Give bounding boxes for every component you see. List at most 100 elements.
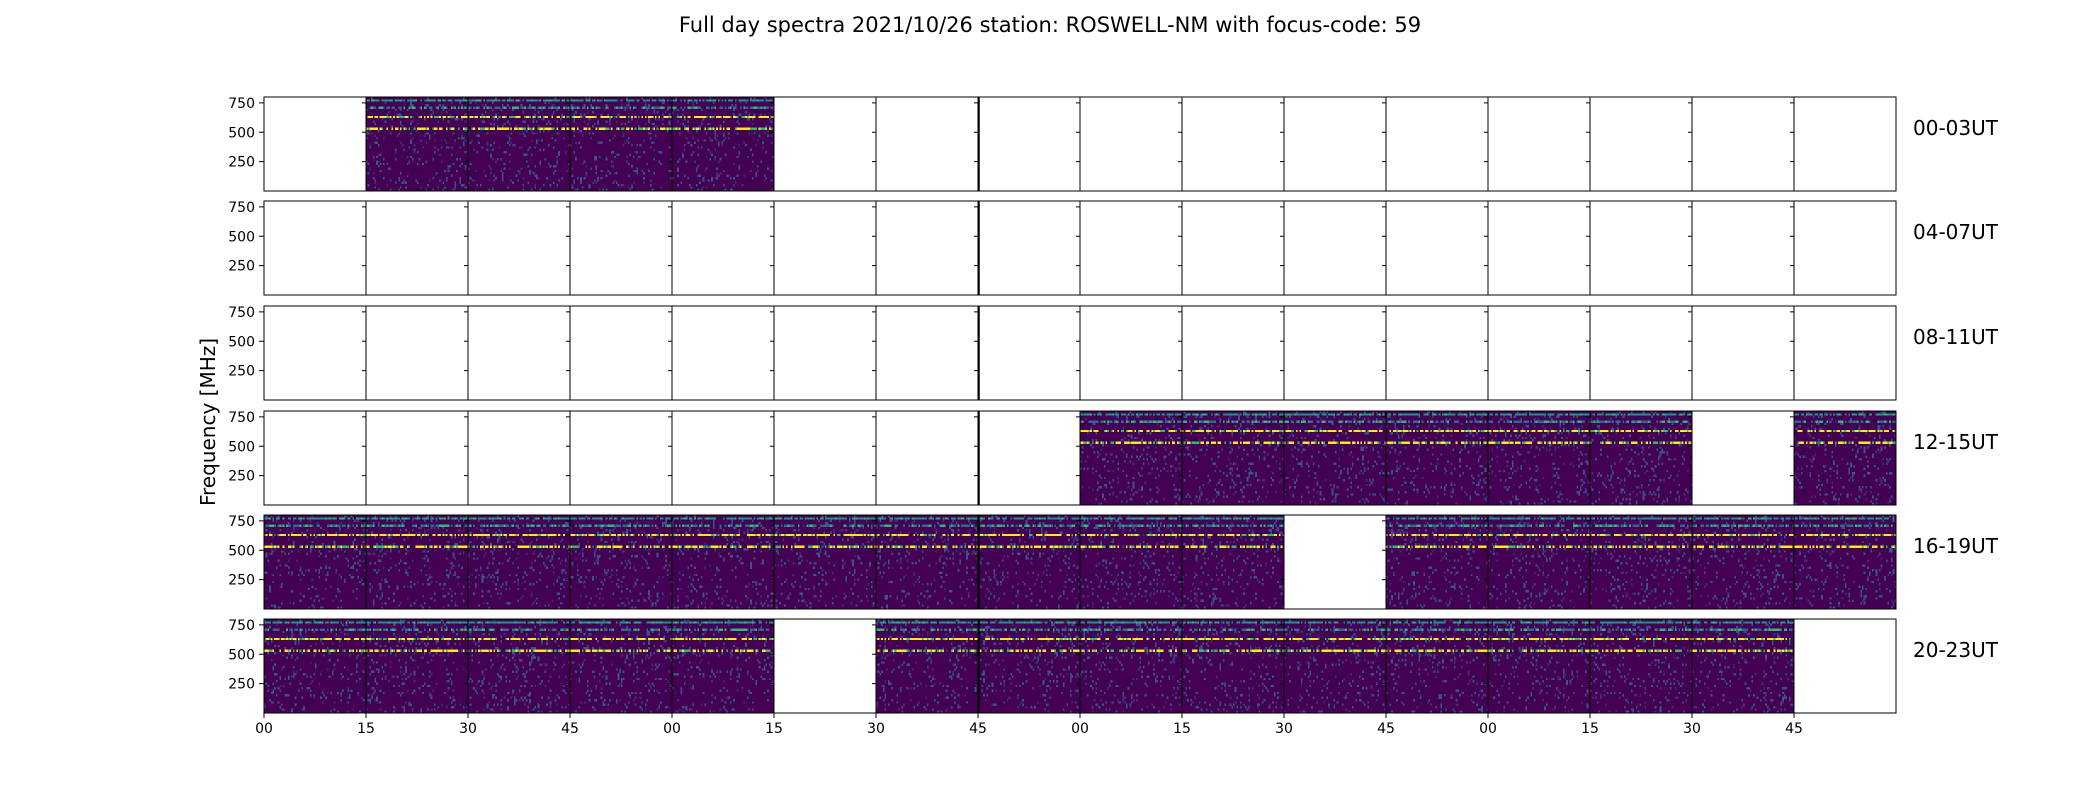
spectrogram-cell [366, 619, 468, 713]
y-tick-label: 500 [228, 543, 255, 559]
empty-cell [978, 97, 1080, 191]
y-tick-label: 500 [228, 229, 255, 245]
empty-cell [774, 201, 876, 295]
row-time-label: 04-07UT [1913, 220, 1999, 244]
x-tick-label: 45 [1785, 721, 1803, 737]
spectrogram-cell [468, 97, 570, 191]
empty-cell [264, 306, 366, 400]
empty-cell [672, 201, 774, 295]
empty-cell [978, 201, 1080, 295]
empty-cell [366, 306, 468, 400]
spectra-row: 250 500 750 12-15UT [228, 410, 1999, 506]
x-tick-label: 30 [1683, 721, 1701, 737]
spectrogram-cell [1182, 619, 1284, 713]
empty-cell [1182, 97, 1284, 191]
spectrogram-cell [672, 619, 774, 713]
row-frame [263, 305, 1897, 401]
empty-cell [264, 411, 366, 505]
row-time-label: 12-15UT [1913, 430, 1999, 454]
empty-cell [1386, 97, 1488, 191]
empty-cell [264, 97, 366, 191]
empty-cell [468, 306, 570, 400]
y-tick-label: 500 [228, 334, 255, 350]
spectrogram-cell [1590, 619, 1692, 713]
empty-cell [774, 97, 876, 191]
empty-cell [1794, 306, 1896, 400]
spectrogram-cell [366, 97, 468, 191]
empty-cell [1080, 306, 1182, 400]
x-axis: 00 15 30 45 00 15 30 45 00 15 30 45 00 15 30 45 [255, 713, 1803, 737]
spectrogram-cell [570, 515, 672, 609]
empty-cell [1794, 201, 1896, 295]
y-tick-label: 750 [228, 514, 255, 530]
empty-cell [1590, 201, 1692, 295]
empty-cell [978, 306, 1080, 400]
x-tick-label: 15 [1173, 721, 1191, 737]
empty-cell [468, 411, 570, 505]
empty-cell [570, 411, 672, 505]
empty-cell [774, 619, 876, 713]
empty-cell [1284, 515, 1386, 609]
empty-cell [1692, 201, 1794, 295]
empty-cell [1794, 97, 1896, 191]
spectrogram-cell [1182, 411, 1284, 505]
empty-cell [774, 306, 876, 400]
y-tick-label: 250 [228, 573, 255, 589]
empty-cell [570, 201, 672, 295]
x-tick-label: 15 [765, 721, 783, 737]
spectrogram-cell [1794, 515, 1896, 609]
empty-cell [1590, 97, 1692, 191]
spectrogram-cell [1488, 411, 1590, 505]
x-tick-label: 45 [1377, 721, 1395, 737]
spectrogram-cell [1590, 515, 1692, 609]
spectrogram-cell [1488, 619, 1590, 713]
empty-cell [1284, 97, 1386, 191]
spectra-row: 250 500 750 20-23UT [228, 618, 1999, 714]
empty-cell [366, 201, 468, 295]
empty-cell [1590, 306, 1692, 400]
spectrogram-cell [978, 619, 1080, 713]
empty-cell [1182, 306, 1284, 400]
chart-title: Full day spectra 2021/10/26 station: ROS… [679, 13, 1421, 37]
row-frame [263, 410, 1897, 506]
y-tick-label: 500 [228, 125, 255, 141]
y-axis-label: Frequency [MHz] [196, 338, 220, 506]
row-time-label: 00-03UT [1913, 116, 1999, 140]
y-tick-label: 250 [228, 259, 255, 275]
spectra-row: 250 500 750 16-19UT [228, 514, 1999, 610]
empty-cell [876, 411, 978, 505]
empty-cell [1386, 306, 1488, 400]
row-time-label: 16-19UT [1913, 534, 1999, 558]
spectrogram-cell [1590, 411, 1692, 505]
y-tick-label: 500 [228, 439, 255, 455]
empty-cell [774, 411, 876, 505]
empty-cell [1692, 411, 1794, 505]
empty-cell [876, 97, 978, 191]
spectrogram-cell [1080, 411, 1182, 505]
spectrogram-cell [672, 97, 774, 191]
y-tick-label: 750 [228, 96, 255, 112]
spectrogram-cell [264, 515, 366, 609]
y-tick-label: 250 [228, 677, 255, 693]
empty-cell [366, 411, 468, 505]
y-tick-label: 750 [228, 410, 255, 426]
empty-cell [978, 411, 1080, 505]
row-frame [263, 200, 1897, 296]
row-frame [263, 96, 1897, 192]
spectrogram-cell [1386, 619, 1488, 713]
row-time-label: 08-11UT [1913, 325, 1999, 349]
empty-cell [1692, 97, 1794, 191]
empty-cell [672, 411, 774, 505]
empty-cell [1692, 306, 1794, 400]
empty-cell [1182, 201, 1284, 295]
empty-cell [876, 306, 978, 400]
spectrogram-cell [1794, 411, 1896, 505]
row-time-label: 20-23UT [1913, 638, 1999, 662]
x-tick-label: 30 [867, 721, 885, 737]
spectra-row: 250 500 750 04-07UT [228, 200, 1999, 296]
y-tick-label: 750 [228, 305, 255, 321]
x-tick-label: 00 [663, 721, 681, 737]
spectra-row: 250 500 750 08-11UT [228, 305, 1999, 401]
y-tick-label: 250 [228, 469, 255, 485]
